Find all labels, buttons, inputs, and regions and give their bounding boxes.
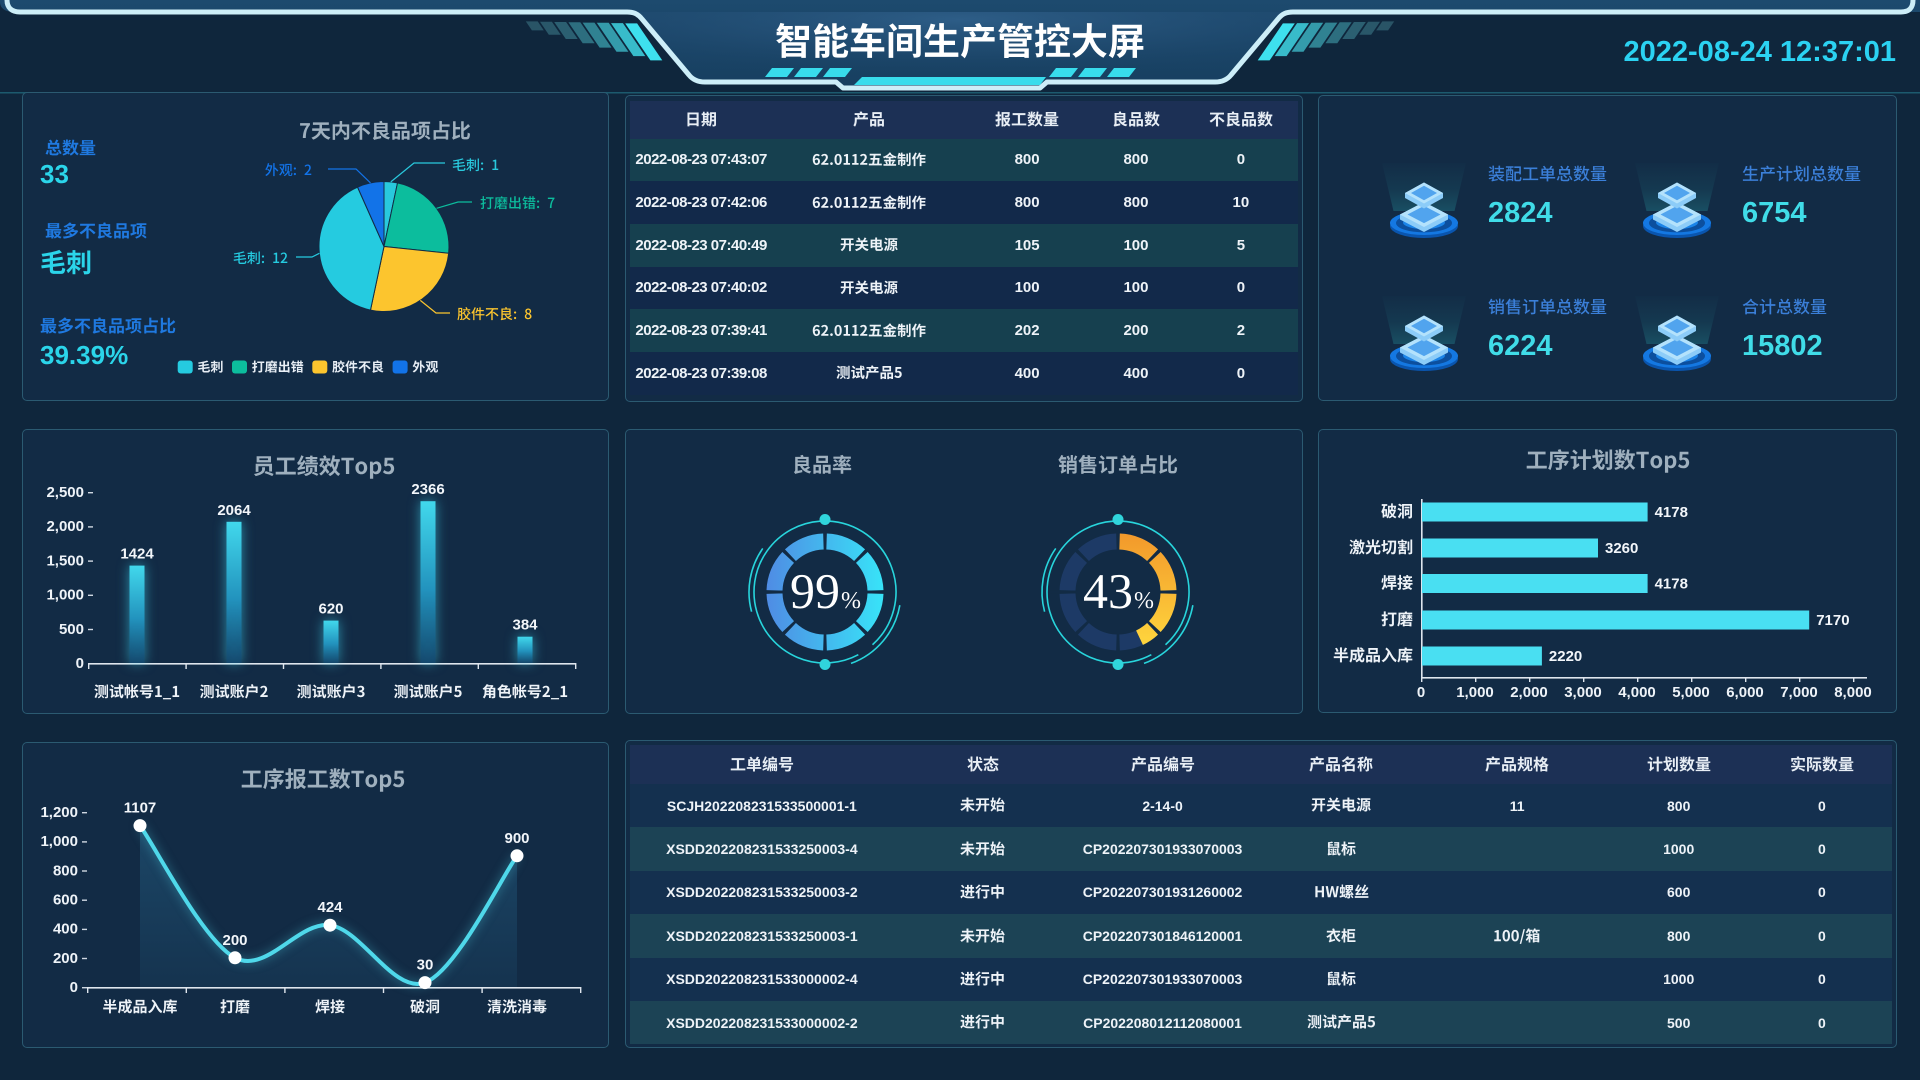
svg-text:39.39%: 39.39% bbox=[40, 340, 128, 370]
svg-text:800: 800 bbox=[53, 862, 78, 879]
svg-text:1,000: 1,000 bbox=[1456, 684, 1494, 701]
svg-text:30: 30 bbox=[417, 957, 434, 974]
svg-text:7,000: 7,000 bbox=[1780, 684, 1818, 701]
svg-text:1,000: 1,000 bbox=[40, 833, 78, 850]
svg-text:2064: 2064 bbox=[217, 502, 251, 519]
svg-text:0: 0 bbox=[76, 655, 84, 672]
svg-text:0: 0 bbox=[70, 979, 78, 996]
svg-text:4,000: 4,000 bbox=[1618, 684, 1656, 701]
svg-text:1,200: 1,200 bbox=[40, 804, 78, 821]
svg-text:400: 400 bbox=[53, 921, 78, 938]
svg-text:2366: 2366 bbox=[411, 481, 444, 498]
svg-text:620: 620 bbox=[318, 601, 343, 618]
svg-text:15802: 15802 bbox=[1742, 330, 1823, 362]
svg-text:5,000: 5,000 bbox=[1672, 684, 1710, 701]
svg-text:2,500: 2,500 bbox=[46, 484, 84, 501]
svg-text:4178: 4178 bbox=[1655, 576, 1688, 593]
svg-text:0: 0 bbox=[1417, 684, 1425, 701]
svg-text:2220: 2220 bbox=[1549, 648, 1582, 665]
svg-text:1,500: 1,500 bbox=[46, 552, 84, 569]
svg-text:1424: 1424 bbox=[120, 546, 154, 563]
svg-text:6754: 6754 bbox=[1742, 197, 1807, 229]
svg-text:1,000: 1,000 bbox=[46, 587, 84, 604]
svg-text:33: 33 bbox=[40, 159, 69, 189]
svg-text:2,000: 2,000 bbox=[46, 518, 84, 535]
svg-text:7170: 7170 bbox=[1816, 612, 1849, 629]
svg-text:6224: 6224 bbox=[1488, 330, 1553, 362]
svg-text:500: 500 bbox=[59, 621, 84, 638]
svg-text:3260: 3260 bbox=[1605, 540, 1638, 557]
svg-text:2,000: 2,000 bbox=[1510, 684, 1548, 701]
svg-text:600: 600 bbox=[53, 892, 78, 909]
svg-text:424: 424 bbox=[317, 899, 343, 916]
svg-text:4178: 4178 bbox=[1655, 504, 1688, 521]
svg-text:6,000: 6,000 bbox=[1726, 684, 1764, 701]
svg-text:3,000: 3,000 bbox=[1564, 684, 1602, 701]
svg-text:2824: 2824 bbox=[1488, 197, 1553, 229]
svg-text:1107: 1107 bbox=[124, 800, 157, 817]
svg-text:200: 200 bbox=[53, 950, 78, 967]
svg-text:384: 384 bbox=[512, 617, 538, 634]
svg-text:8,000: 8,000 bbox=[1834, 684, 1872, 701]
svg-text:900: 900 bbox=[504, 830, 529, 847]
svg-text:200: 200 bbox=[222, 932, 247, 949]
